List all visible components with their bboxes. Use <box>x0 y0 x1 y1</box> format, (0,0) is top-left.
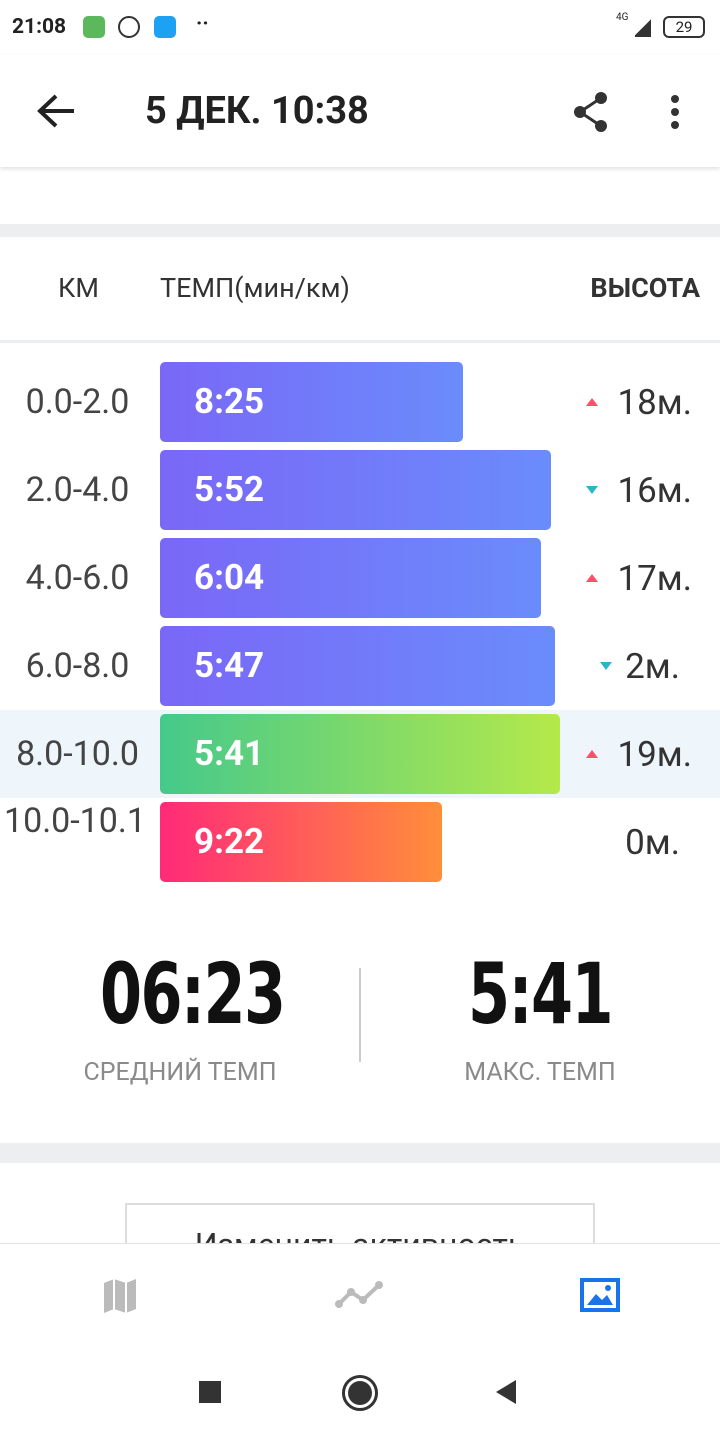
battery: 29 <box>663 16 705 38</box>
header-km: КМ <box>58 272 99 304</box>
summary-divider <box>359 968 361 1062</box>
elevation: 2м. <box>625 646 680 687</box>
pace-bar: 9:22 <box>160 802 442 882</box>
max-pace: 5:41 <box>468 945 614 1043</box>
elevation-trend <box>586 574 598 582</box>
notification-icon <box>83 16 105 38</box>
more-button[interactable] <box>668 93 682 131</box>
header-elevation: ВЫСОТА <box>590 272 700 304</box>
km-range: 8.0-10.0 <box>16 734 139 774</box>
km-range: 0.0-2.0 <box>25 382 130 422</box>
elevation: 0м. <box>625 822 680 863</box>
section-divider <box>0 1143 720 1163</box>
km-range: 6.0-8.0 <box>25 646 130 686</box>
header-divider <box>0 340 720 343</box>
table-row: 8.0-10.0 5:41 19м. <box>0 710 720 798</box>
share-button[interactable] <box>572 91 610 133</box>
table-row: 6.0-8.0 5:47 2м. <box>0 622 720 710</box>
recents-button[interactable] <box>199 1381 221 1403</box>
section-divider <box>0 224 720 237</box>
home-button[interactable] <box>342 1375 378 1411</box>
tab-bar <box>0 1243 720 1346</box>
clock: 21:08 <box>12 15 67 39</box>
back-button[interactable] <box>36 93 76 129</box>
app-bar: 5 ДЕК. 10:38 <box>0 55 720 167</box>
table-row: 10.0-10.1 9:22 0м. <box>0 798 720 886</box>
header-pace: ТЕМП(мин/км) <box>160 272 350 304</box>
km-range: 2.0-4.0 <box>25 470 130 510</box>
average-pace-label: СРЕДНИЙ ТЕМП <box>83 1058 277 1087</box>
pace-bar: 5:52 <box>160 450 551 530</box>
navigation-bar <box>0 1345 720 1440</box>
elevation-trend <box>586 486 598 494</box>
elevation-trend <box>600 662 612 670</box>
elevation-trend <box>586 750 598 758</box>
table-row: 4.0-6.0 6:04 17м. <box>0 534 720 622</box>
more-notifications: ·· <box>196 12 209 36</box>
chart-tab[interactable] <box>334 1280 384 1310</box>
pace-bar: 8:25 <box>160 362 463 442</box>
notification-icon <box>154 16 176 38</box>
photo-tab[interactable] <box>580 1278 620 1312</box>
elevation: 16м. <box>617 470 692 511</box>
elevation: 18м. <box>617 382 692 423</box>
pace-bar: 6:04 <box>160 538 541 618</box>
network: 4G <box>616 12 629 23</box>
pace-bar: 5:47 <box>160 626 555 706</box>
max-pace-label: МАКС. ТЕМП <box>464 1058 616 1087</box>
elevation: 17м. <box>617 558 692 599</box>
back-nav-button[interactable] <box>494 1379 518 1405</box>
title: 5 ДЕК. 10:38 <box>145 89 369 133</box>
average-pace: 06:23 <box>100 945 286 1043</box>
notification-icon <box>118 16 140 38</box>
km-range: 10.0-10.1 <box>4 801 146 841</box>
status-bar: 21:08 ·· 4G 29 <box>0 0 720 55</box>
table-row: 2.0-4.0 5:52 16м. <box>0 446 720 534</box>
map-tab[interactable] <box>102 1278 138 1314</box>
table-row: 0.0-2.0 8:25 18м. <box>0 358 720 446</box>
signal <box>635 17 651 37</box>
km-range: 4.0-6.0 <box>25 558 130 598</box>
pace-bar: 5:41 <box>160 714 560 794</box>
elevation: 19м. <box>617 734 692 775</box>
elevation-trend <box>586 398 598 406</box>
